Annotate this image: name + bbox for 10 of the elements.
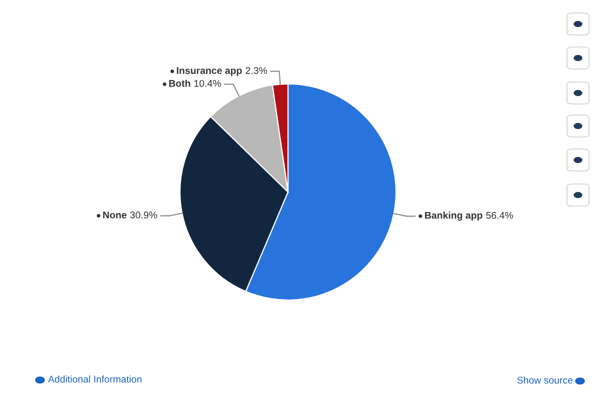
data-label: 30.9% — [130, 212, 158, 218]
slice-label: None — [103, 212, 126, 218]
slice-label: Banking app — [425, 212, 482, 221]
slice-label: Insurance app — [176, 67, 242, 76]
text: Additional Information — [48, 375, 142, 383]
data-label: 10.4% — [194, 80, 221, 87]
text: Show source — [517, 376, 573, 384]
slice-label: Both — [169, 80, 190, 87]
data-label: 2.3% — [246, 67, 268, 74]
data-label: 56.4% — [486, 212, 513, 219]
